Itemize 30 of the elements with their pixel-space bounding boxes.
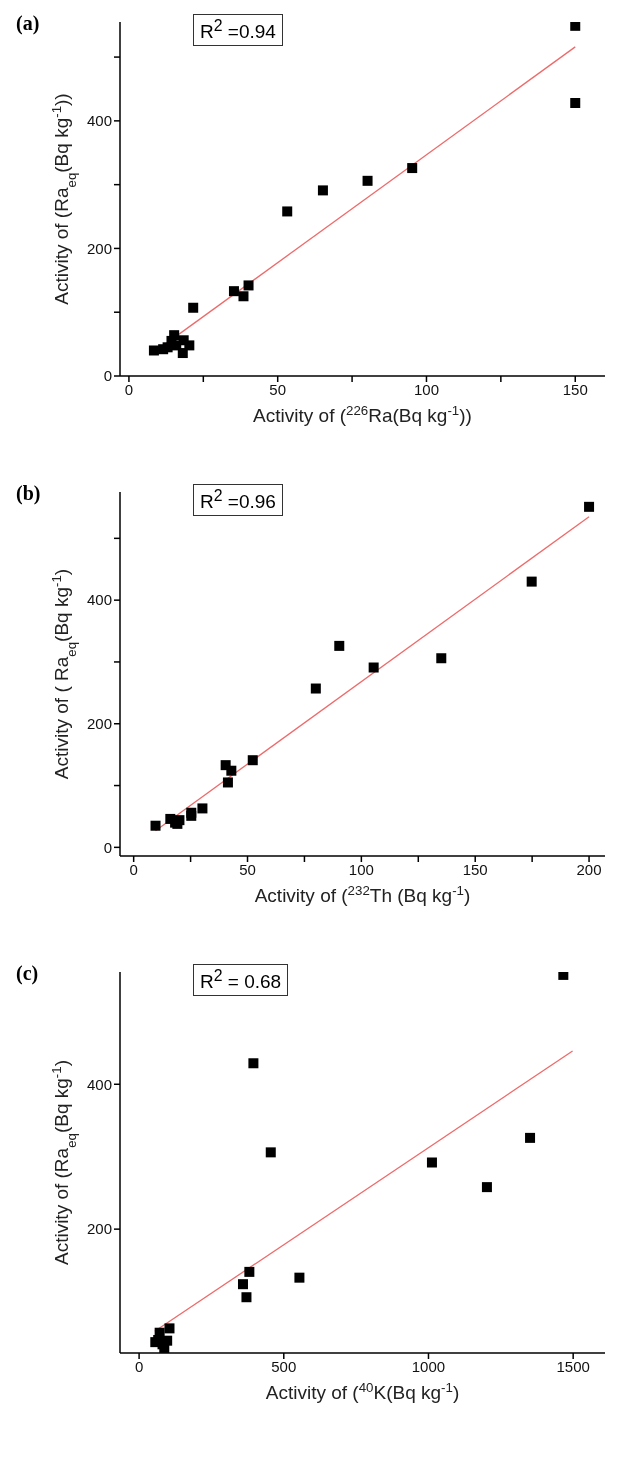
chart-title: (a): [16, 12, 40, 35]
x-tick-label: 50: [269, 380, 287, 398]
y-tick-label: 200: [86, 715, 112, 733]
x-tick-label: 150: [562, 380, 588, 398]
y-tick-label: 0: [103, 367, 112, 385]
x-tick-label: 1500: [556, 1357, 590, 1375]
y-tick-label: 200: [86, 239, 112, 257]
x-tick-label: 100: [348, 860, 374, 878]
chart-title: (c): [16, 962, 39, 985]
x-tick-label: 500: [271, 1357, 297, 1375]
x-axis-title: Activity of ($^{226}$Ra(Bq kg$^{-1}$)): [253, 402, 472, 426]
x-tick-label: 200: [576, 860, 602, 878]
x-tick-label: 150: [462, 860, 488, 878]
x-tick-label: 0: [134, 1357, 144, 1375]
y-tick-label: 400: [86, 1075, 112, 1093]
y-tick-label: 0: [103, 838, 112, 856]
y-tick-label: 200: [86, 1220, 112, 1238]
chart-title: (b): [16, 482, 41, 505]
x-tick-label: 50: [239, 860, 256, 878]
annotation: R$^{2}$ =0.96: [193, 484, 283, 517]
x-axis-title: Activity of ($^{232}$Th (Bq kg$^{-1}$): [254, 882, 471, 906]
x-tick-label: 100: [413, 380, 439, 398]
y-tick-label: 400: [86, 591, 112, 609]
x-axis-title: Activity of ($^{40}$K(Bq kg$^{-1}$): [265, 1379, 460, 1403]
y-tick-label: 400: [86, 112, 112, 130]
annotation: R$^{2}$ = 0.68: [193, 964, 289, 997]
annotation: R$^{2}$ =0.94: [193, 14, 283, 47]
x-tick-label: 0: [129, 860, 138, 878]
x-tick-label: 1000: [411, 1357, 446, 1375]
x-tick-label: 0: [124, 380, 134, 398]
